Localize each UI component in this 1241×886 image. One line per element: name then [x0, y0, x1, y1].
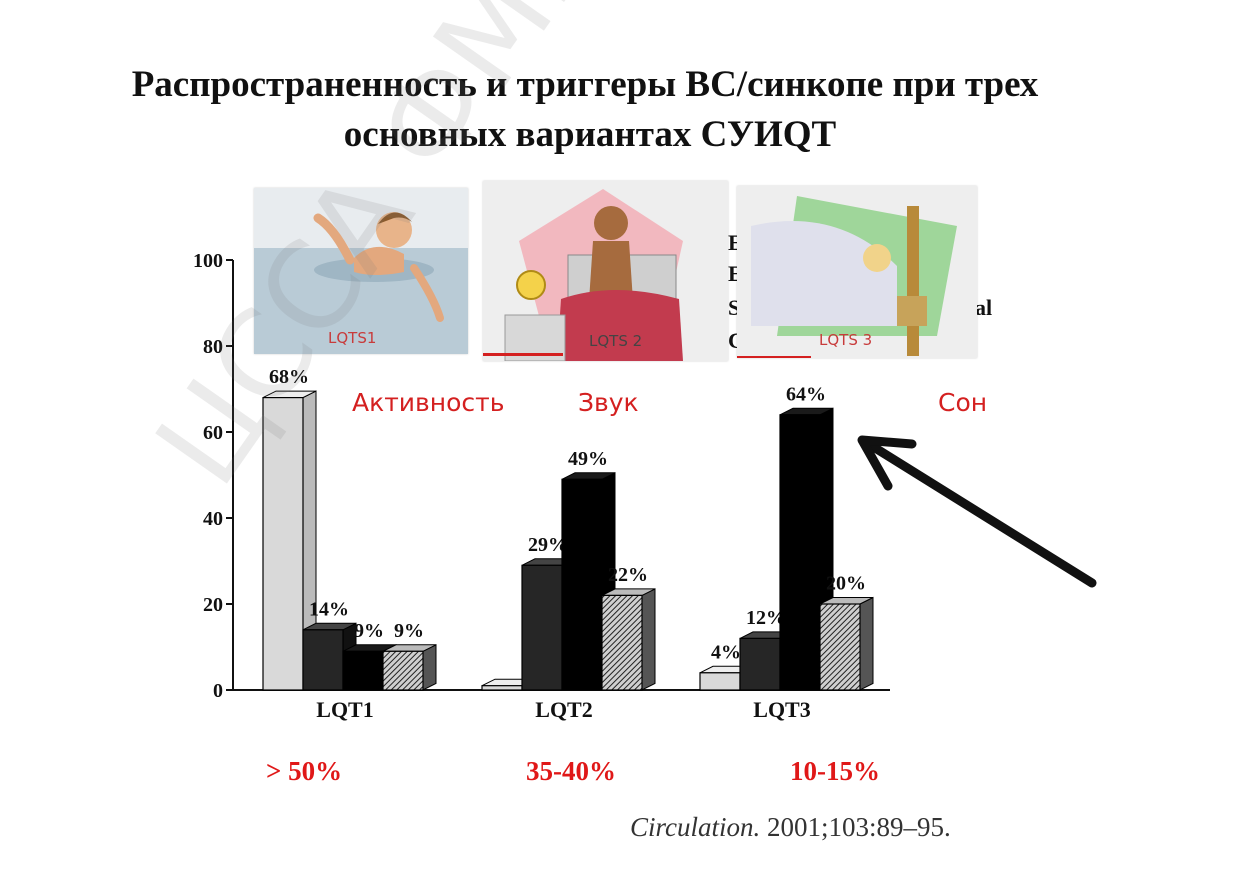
- data-label: 68%: [269, 366, 309, 388]
- prevalence-lqt1: > 50%: [266, 756, 343, 786]
- citation-details: 2001;103:89–95.: [760, 812, 951, 842]
- prevalence-lqt3: 10-15%: [790, 756, 880, 786]
- data-label: 9%: [394, 620, 424, 642]
- data-label: 64%: [786, 383, 826, 405]
- bar-side: [859, 596, 874, 691]
- thumbnail-label: LQTS 3: [819, 331, 873, 349]
- thumbnail-lqts1: LQTS1: [254, 188, 468, 354]
- bar: [342, 650, 384, 691]
- bar: [521, 564, 563, 691]
- y-tick-label: 0: [213, 680, 223, 702]
- swimming-person-icon: [254, 188, 468, 354]
- category-label: LQT3: [753, 697, 810, 722]
- bar: [382, 650, 424, 691]
- data-label: 20%: [826, 573, 866, 595]
- thumbnail-label: LQTS1: [328, 329, 377, 347]
- bar: [262, 397, 304, 691]
- bar: [819, 603, 861, 691]
- y-tick-label: 80: [203, 336, 223, 358]
- sleeping-person-icon: [737, 186, 977, 358]
- bar: [739, 637, 781, 691]
- data-label: 22%: [608, 564, 648, 586]
- category-label: LQT1: [316, 697, 373, 722]
- citation: Circulation. 2001;103:89–95.: [630, 812, 951, 843]
- bar-side: [641, 588, 656, 691]
- y-tick-label: 100: [193, 250, 223, 272]
- bar: [699, 672, 741, 691]
- y-tick-label: 60: [203, 422, 223, 444]
- title-line-2: основных вариантах СУИQT: [343, 114, 837, 155]
- data-label: 12%: [746, 607, 786, 629]
- category-label: LQT2: [535, 697, 592, 722]
- bar: [779, 414, 821, 691]
- data-label: 4%: [711, 641, 741, 663]
- data-label: 49%: [568, 448, 608, 470]
- thumbnail-lqts3: LQTS 3: [737, 186, 977, 358]
- thumbnail-lqts2: LQTS 2: [483, 181, 728, 361]
- page-title: Распространенность и триггеры ВС/синкопе…: [0, 60, 1170, 160]
- pointer-arrow: [867, 441, 1097, 588]
- legend-fragment: al: [975, 295, 992, 320]
- trigger-label-sleep: Сон: [938, 388, 988, 417]
- trigger-label-sound: Звук: [578, 388, 639, 417]
- data-label: 29%: [528, 534, 568, 556]
- bar: [601, 594, 643, 691]
- thumbnail-label: LQTS 2: [589, 332, 643, 350]
- prevalence-lqt2: 35-40%: [526, 756, 616, 786]
- y-tick-label: 40: [203, 508, 223, 530]
- bar: [302, 629, 344, 691]
- bar-side: [422, 643, 437, 691]
- alarm-clock-person-icon: [483, 181, 728, 361]
- citation-journal: Circulation.: [630, 812, 761, 842]
- data-label: 9%: [354, 620, 384, 642]
- bar: [481, 685, 523, 691]
- data-label: 14%: [309, 598, 349, 620]
- bar: [561, 478, 603, 691]
- pointer-arrow-head: [857, 435, 917, 491]
- y-tick-label: 20: [203, 594, 223, 616]
- title-line-1: Распространенность и триггеры ВС/синкопе…: [131, 64, 1039, 105]
- trigger-label-activity: Активность: [352, 388, 505, 417]
